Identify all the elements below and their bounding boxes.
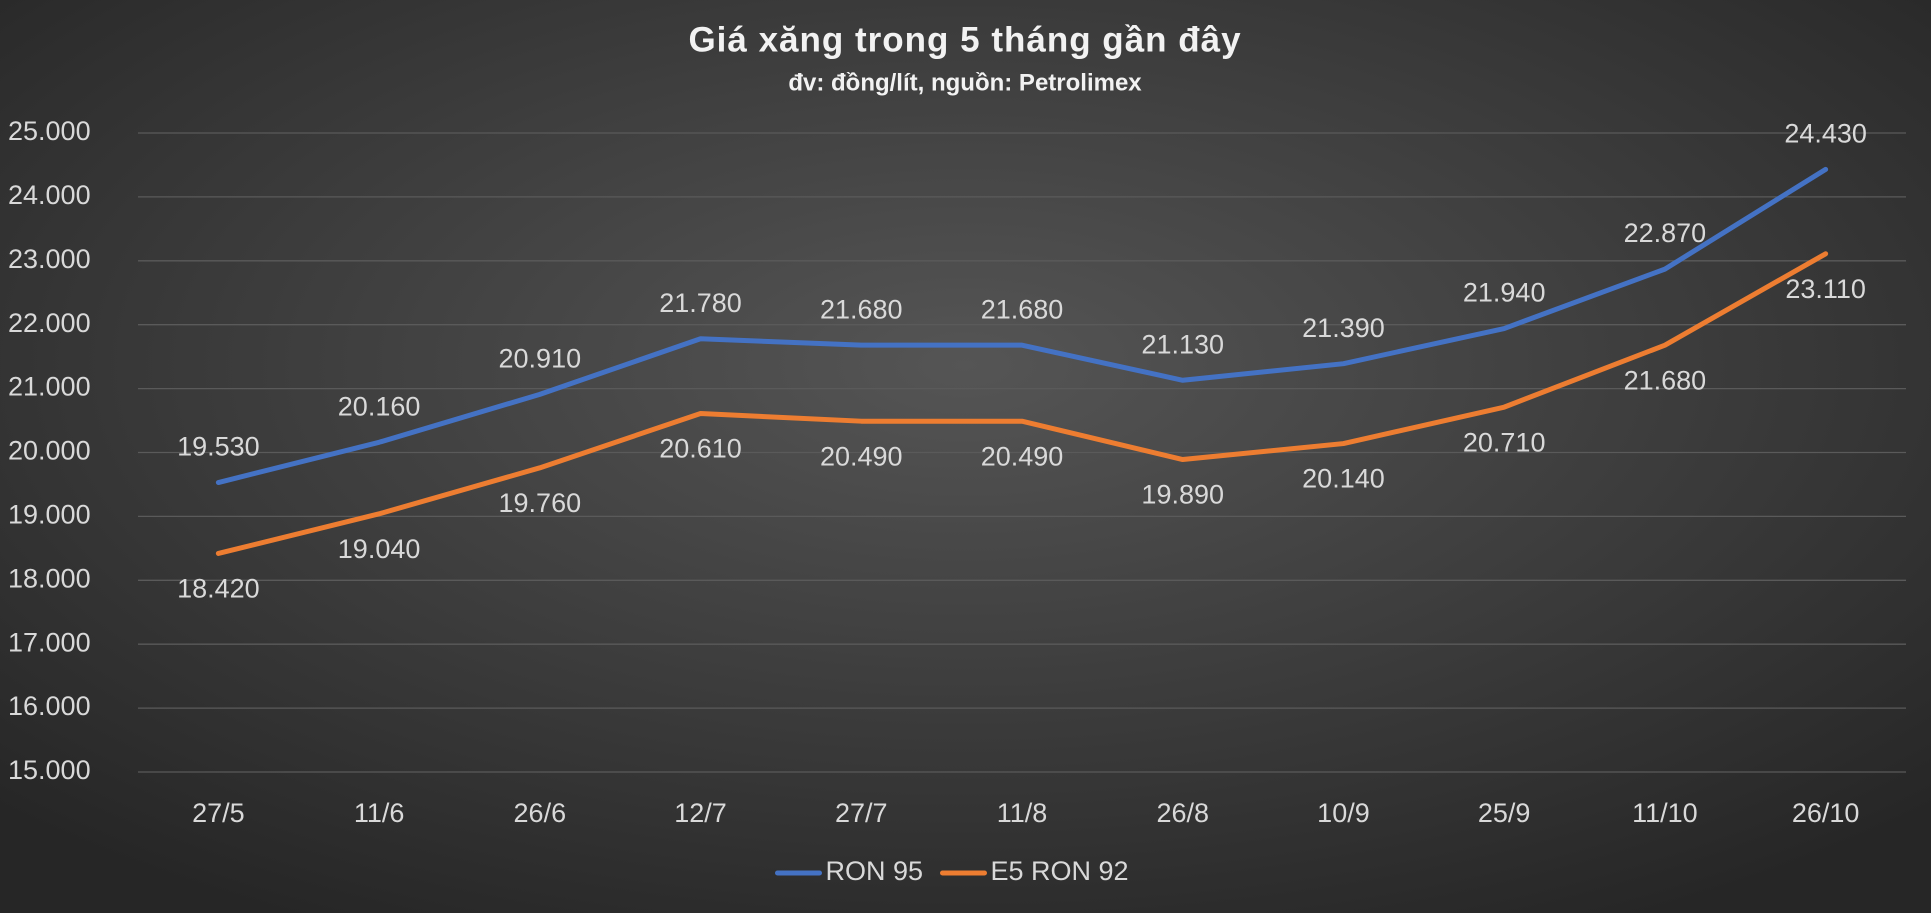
legend-label: E5 RON 92 <box>991 856 1129 886</box>
chart-title: Giá xăng trong 5 tháng gần đây <box>688 20 1241 59</box>
y-tick-label: 17.000 <box>8 627 91 657</box>
x-tick-label: 26/8 <box>1156 798 1209 828</box>
series-line <box>215 166 1829 486</box>
y-tick-label: 18.000 <box>8 563 91 593</box>
data-label: 24.430 <box>1784 119 1867 149</box>
data-label: 20.710 <box>1463 427 1546 457</box>
y-tick-label: 15.000 <box>8 755 91 785</box>
data-label: 20.910 <box>499 343 582 373</box>
data-label: 18.420 <box>177 574 260 604</box>
y-tick-label: 23.000 <box>8 244 91 274</box>
data-label: 19.760 <box>499 488 582 518</box>
data-label: 21.680 <box>820 294 903 324</box>
data-label: 20.610 <box>659 434 742 464</box>
data-label: 22.870 <box>1624 218 1707 248</box>
y-tick-label: 16.000 <box>8 691 91 721</box>
y-tick-label: 24.000 <box>8 180 91 210</box>
x-tick-label: 26/6 <box>514 798 567 828</box>
y-tick-label: 22.000 <box>8 308 91 338</box>
data-label: 19.530 <box>177 432 260 462</box>
x-tick-label: 25/9 <box>1478 798 1531 828</box>
data-label: 21.390 <box>1302 313 1385 343</box>
data-label: 20.140 <box>1302 464 1385 494</box>
data-label: 19.040 <box>338 534 421 564</box>
y-tick-label: 19.000 <box>8 500 91 530</box>
data-label: 21.680 <box>981 294 1064 324</box>
y-tick-label: 25.000 <box>8 116 91 146</box>
data-label: 19.890 <box>1141 480 1224 510</box>
data-label: 21.130 <box>1141 329 1224 359</box>
x-tick-label: 27/7 <box>835 798 888 828</box>
data-label: 21.940 <box>1463 278 1546 308</box>
data-label: 23.110 <box>1785 274 1866 304</box>
y-tick-label: 21.000 <box>8 372 91 402</box>
chart-subtitle: đv: đồng/lít, nguồn: Petrolimex <box>788 69 1142 96</box>
x-tick-label: 26/10 <box>1792 798 1860 828</box>
y-tick-label: 20.000 <box>8 436 91 466</box>
x-tick-label: 11/10 <box>1632 798 1698 828</box>
series-line <box>215 251 1829 556</box>
data-label: 20.490 <box>820 441 903 471</box>
legend-label: RON 95 <box>826 856 924 886</box>
data-label: 20.160 <box>338 391 421 421</box>
x-tick-label: 11/8 <box>997 798 1048 828</box>
x-tick-label: 27/5 <box>192 798 245 828</box>
x-tick-label: 12/7 <box>674 798 727 828</box>
x-tick-label: 10/9 <box>1317 798 1370 828</box>
data-label: 21.780 <box>659 288 742 318</box>
x-tick-label: 11/6 <box>354 798 405 828</box>
data-label: 20.490 <box>981 441 1064 471</box>
data-label: 21.680 <box>1624 365 1707 395</box>
